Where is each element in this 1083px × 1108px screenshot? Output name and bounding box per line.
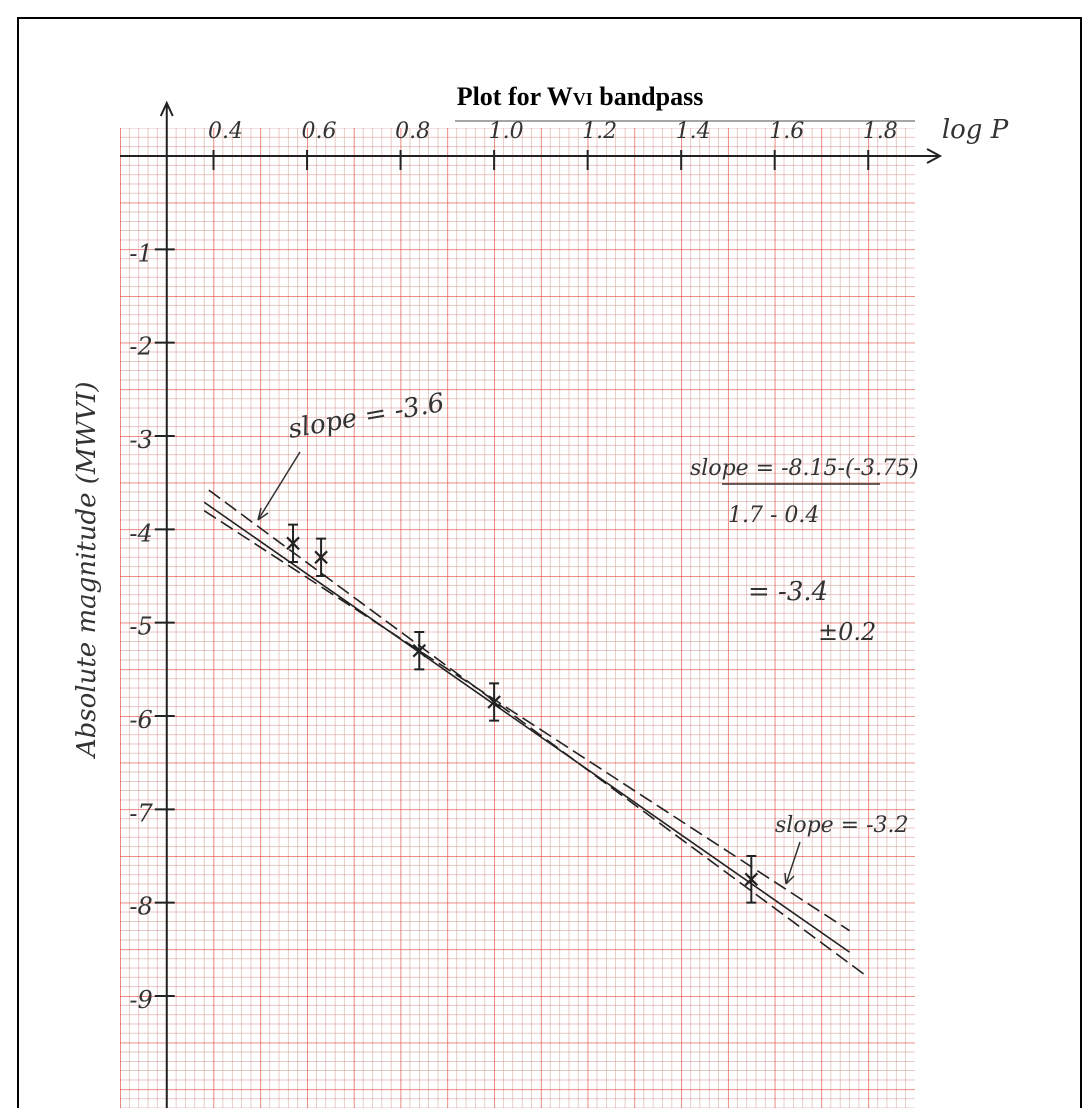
y-tick-label: -3 xyxy=(129,426,152,454)
y-tick-label: -9 xyxy=(129,986,152,1014)
title-subscript: VI xyxy=(573,89,593,109)
y-tick-label: -4 xyxy=(129,519,152,547)
y-tick-label: -7 xyxy=(129,799,153,827)
x-tick-label: 1.6 xyxy=(769,119,804,144)
chart: Plot for WVI bandpass log P Absolute magn… xyxy=(0,0,1083,1108)
y-tick-label: -5 xyxy=(129,613,152,641)
x-tick-label: 1.0 xyxy=(489,119,524,144)
annotation: slope = -8.15-(-3.75) xyxy=(690,456,919,481)
y-tick-label: -8 xyxy=(129,893,152,921)
x-tick-label: 0.8 xyxy=(395,119,430,144)
graph-paper xyxy=(120,128,915,1108)
x-tick-label: 0.6 xyxy=(302,119,337,144)
page: {"chart_data": { "type": "scatter", "tit… xyxy=(0,0,1083,1108)
y-tick-label: -2 xyxy=(129,333,152,361)
y-axis-label: Absolute magnitude (MWVI) xyxy=(72,382,102,760)
title-main: Plot for W xyxy=(457,82,573,111)
annotation: = -3.4 xyxy=(748,577,828,607)
title-suffix: bandpass xyxy=(593,82,704,111)
x-tick-label: 0.4 xyxy=(208,119,243,144)
x-tick-label: 1.8 xyxy=(863,119,898,144)
annotation: slope = -3.2 xyxy=(775,813,909,838)
x-axis-label: log P xyxy=(942,115,1009,145)
y-tick-label: -1 xyxy=(129,239,152,267)
x-tick-label: 1.2 xyxy=(582,119,617,144)
annotation: ±0.2 xyxy=(818,618,876,646)
chart-title: Plot for WVI bandpass xyxy=(457,82,704,111)
annotation: 1.7 - 0.4 xyxy=(728,503,819,528)
y-tick-label: -6 xyxy=(129,706,152,734)
x-tick-label: 1.4 xyxy=(676,119,711,144)
